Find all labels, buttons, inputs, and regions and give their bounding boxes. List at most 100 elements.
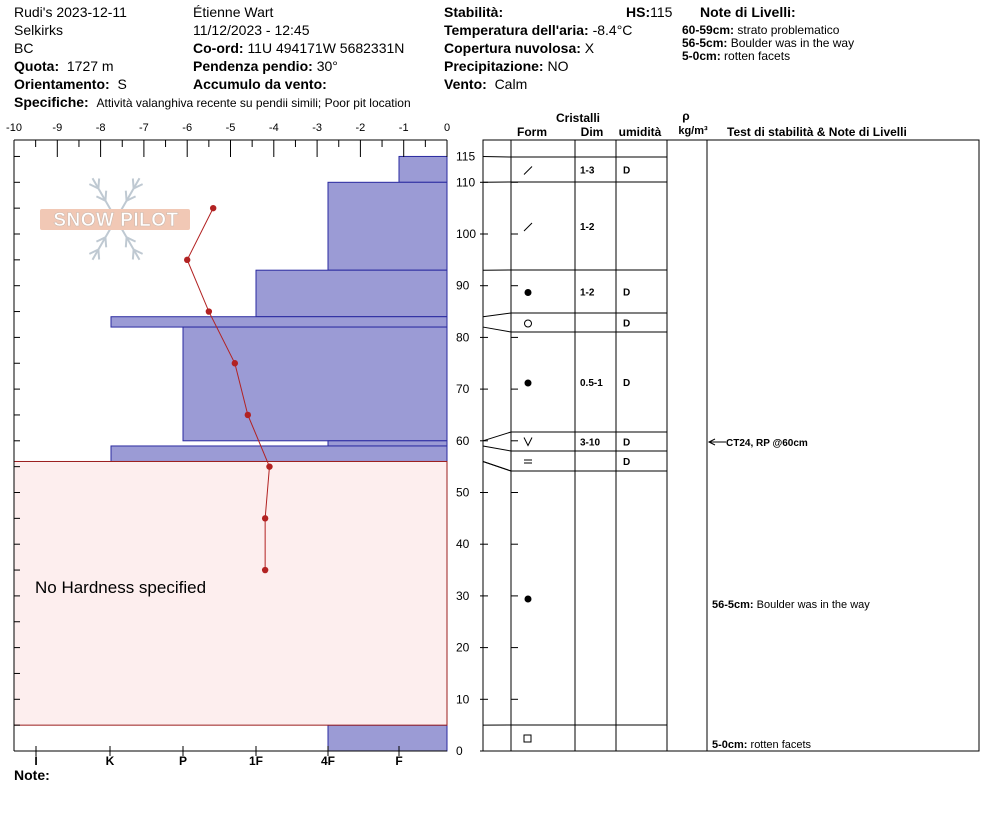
layer-boundary-connector <box>482 445 512 452</box>
layer-boundary-connector <box>482 461 512 472</box>
temp-tick-label: -1 <box>399 122 409 134</box>
temperature-point <box>205 308 213 315</box>
temp-tick-label: -4 <box>269 122 279 134</box>
temp-tick-label: -7 <box>139 122 149 134</box>
grain-size: 1-3 <box>580 166 595 177</box>
wetness: D <box>623 438 630 449</box>
layer-note-annotation: 56-5cm: Boulder was in the way <box>712 599 870 611</box>
temperature-point <box>261 515 269 522</box>
grain-size: 1-2 <box>580 288 595 299</box>
coordinates: Co-ord: 11U 494171W 5682331N <box>193 40 405 56</box>
grain-form-icon <box>523 222 533 232</box>
header-cristalli: Cristalli <box>556 111 600 125</box>
range-name: Selkirks <box>14 22 64 38</box>
no-hardness-label: No Hardness specified <box>35 578 207 597</box>
wetness: D <box>623 166 630 177</box>
region-name: BC <box>14 40 34 56</box>
layer-note: 60-59cm: strato problematico <box>682 23 840 37</box>
grain-form-icon <box>524 595 532 603</box>
grain-form-icon <box>523 734 532 743</box>
height-tick-label: 100 <box>456 227 476 241</box>
elevation: Quota: 1727 m <box>14 58 114 74</box>
slope-angle: Pendenza pendio: 30° <box>193 58 338 74</box>
cloud-cover: Copertura nuvolosa: X <box>444 40 595 56</box>
wetness: D <box>623 288 630 299</box>
hardness-layer <box>327 440 448 447</box>
temperature-line <box>186 207 270 571</box>
hardness-tick-label: 4F <box>321 754 335 768</box>
grain-size: 0.5-1 <box>580 378 603 389</box>
layer-boundary-connector <box>482 431 512 442</box>
hardness-layer <box>110 445 448 462</box>
height-tick-label: 10 <box>456 692 470 706</box>
pit-name: Rudi's 2023-12-11 <box>14 4 127 20</box>
grain-size: 1-2 <box>580 222 595 233</box>
hardness-tick-label: 1F <box>249 754 263 768</box>
layer-note: 5-0cm: rotten facets <box>682 49 791 63</box>
height-tick-label: 110 <box>456 175 475 189</box>
height-tick-label: 0 <box>456 744 463 758</box>
observation-datetime: 11/12/2023 - 12:45 <box>193 22 310 38</box>
table-frame <box>482 139 980 752</box>
layer-note: 56-5cm: Boulder was in the way <box>682 36 855 50</box>
layer-boundary-connector <box>482 312 512 318</box>
temperature-point <box>209 204 217 212</box>
temperature-point <box>261 566 269 574</box>
grain-form-icon <box>523 166 533 175</box>
header-dim: Dim <box>581 125 604 139</box>
hardness-layer <box>182 326 448 442</box>
observer-name: Étienne Wart <box>193 4 274 20</box>
grain-form-icon <box>524 379 532 387</box>
aspect: Orientamento: S <box>14 76 127 92</box>
snowpilot-logo: SNOW PILOT <box>40 177 190 261</box>
hardness-layer <box>327 724 448 752</box>
temp-tick-label: -2 <box>356 122 366 134</box>
snowpilot-logo-text: SNOW PILOT <box>53 210 178 231</box>
note-label: Note: <box>14 767 50 783</box>
header-form: Form <box>517 125 547 139</box>
grain-form-icon <box>524 319 532 328</box>
header-density-unit: kg/m³ <box>678 125 708 137</box>
test-arrow-head <box>707 438 716 446</box>
hardness-tick-label: P <box>179 754 187 768</box>
hardness-tick-label: I <box>34 754 37 768</box>
height-tick-label: 60 <box>456 434 470 448</box>
temp-tick-label: -8 <box>96 122 106 134</box>
temperature-point <box>244 411 252 419</box>
layer-boundary-connector <box>482 155 512 158</box>
height-tick-label: 50 <box>456 486 470 500</box>
snow-height: HS:115 <box>626 4 673 20</box>
hardness-layer <box>398 155 448 183</box>
wetness: D <box>623 378 630 389</box>
wind-loading: Accumulo da vento: <box>193 76 327 92</box>
specifics: Specifiche: Attività valanghiva recente … <box>14 94 411 110</box>
wind: Vento: Calm <box>444 76 528 92</box>
height-tick-label: 90 <box>456 279 470 293</box>
wetness: D <box>623 319 630 330</box>
height-tick-label: 115 <box>456 149 475 163</box>
stability-test-result: CT24, RP @60cm <box>726 438 808 449</box>
hardness-tick-label: K <box>106 754 115 768</box>
layer-boundary-connector <box>482 326 512 333</box>
temp-tick-label: -6 <box>182 122 192 134</box>
temperature-point <box>184 256 191 264</box>
height-tick-label: 80 <box>456 330 470 344</box>
hardness-layer <box>255 269 448 318</box>
grain-form-icon <box>524 289 532 296</box>
stability: Stabilità: <box>444 4 504 20</box>
no-hardness-region <box>13 460 448 726</box>
header-stability-tests: Test di stabilità & Note di Livelli <box>727 125 907 139</box>
temp-tick-label: -5 <box>226 122 236 134</box>
height-tick-label: 20 <box>456 641 470 655</box>
header-rho: ρ <box>682 109 689 123</box>
header-umidita: umidità <box>619 125 662 139</box>
hardness-tick-label: F <box>395 754 402 768</box>
height-tick-label: 40 <box>456 537 470 551</box>
height-tick-label: 30 <box>456 589 470 603</box>
layer-notes-title: Note di Livelli: <box>700 4 796 20</box>
hardness-layer <box>327 181 448 271</box>
wetness: D <box>623 457 630 468</box>
grain-form-icon <box>523 437 533 447</box>
grain-size: 3-10 <box>580 438 600 449</box>
